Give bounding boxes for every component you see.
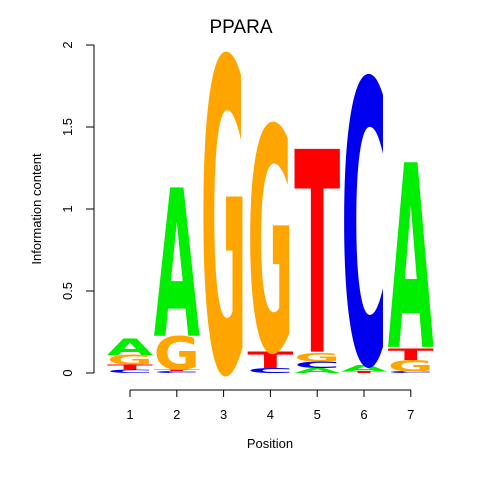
logo-letter-c: C — [388, 371, 434, 374]
logo-letter-c: C — [107, 369, 153, 374]
logo-letter-g: G — [154, 329, 200, 381]
x-axis: 1 2 3 4 5 6 7 — [126, 389, 414, 422]
logo-letter-c: C — [154, 371, 200, 374]
logo-letter-t: T — [294, 93, 340, 417]
y-tick-label: 1.5 — [60, 118, 75, 136]
logo-letter-a: A — [107, 334, 153, 361]
x-tick-label: 4 — [267, 407, 274, 422]
x-tick-label: 1 — [126, 407, 133, 422]
chart-title: PPARA — [209, 17, 272, 38]
logo-letter-a: A — [294, 367, 340, 375]
y-axis-title: Information content — [29, 153, 44, 265]
logo-letter-c: C — [247, 367, 293, 375]
y-axis: 0 0.5 1 1.5 2 — [60, 41, 95, 377]
logo-letter-g: G — [294, 351, 340, 364]
y-tick-label: 0.5 — [60, 282, 75, 300]
y-tick-label: 1 — [60, 205, 75, 212]
logo-letter-g: G — [201, 0, 247, 473]
logo-letter-g: G — [107, 352, 153, 368]
x-tick-label: 3 — [220, 407, 227, 422]
logo-letter-t: T — [341, 371, 388, 374]
logo-letter-t: T — [154, 369, 201, 372]
logo-letter-c: C — [294, 360, 340, 371]
x-tick-label: 6 — [360, 407, 367, 422]
logo-letter-a: A — [341, 363, 387, 373]
x-tick-label: 5 — [314, 407, 321, 422]
logo-letter-g: G — [247, 66, 293, 424]
logo-letter-c: C — [341, 1, 387, 455]
x-axis-title: Position — [247, 436, 293, 451]
logo-letter-a: A — [154, 148, 200, 384]
y-tick-label: 0 — [60, 369, 75, 376]
logo-letter-t: T — [388, 345, 435, 363]
logo-letter-t: T — [107, 364, 153, 372]
x-tick-label: 2 — [173, 407, 180, 422]
y-tick-label: 2 — [60, 41, 75, 48]
x-tick-label: 7 — [407, 407, 414, 422]
logo-letter-t: T — [247, 347, 294, 374]
logo-letter-g: G — [388, 357, 434, 375]
logo-letter-a: A — [388, 113, 434, 408]
